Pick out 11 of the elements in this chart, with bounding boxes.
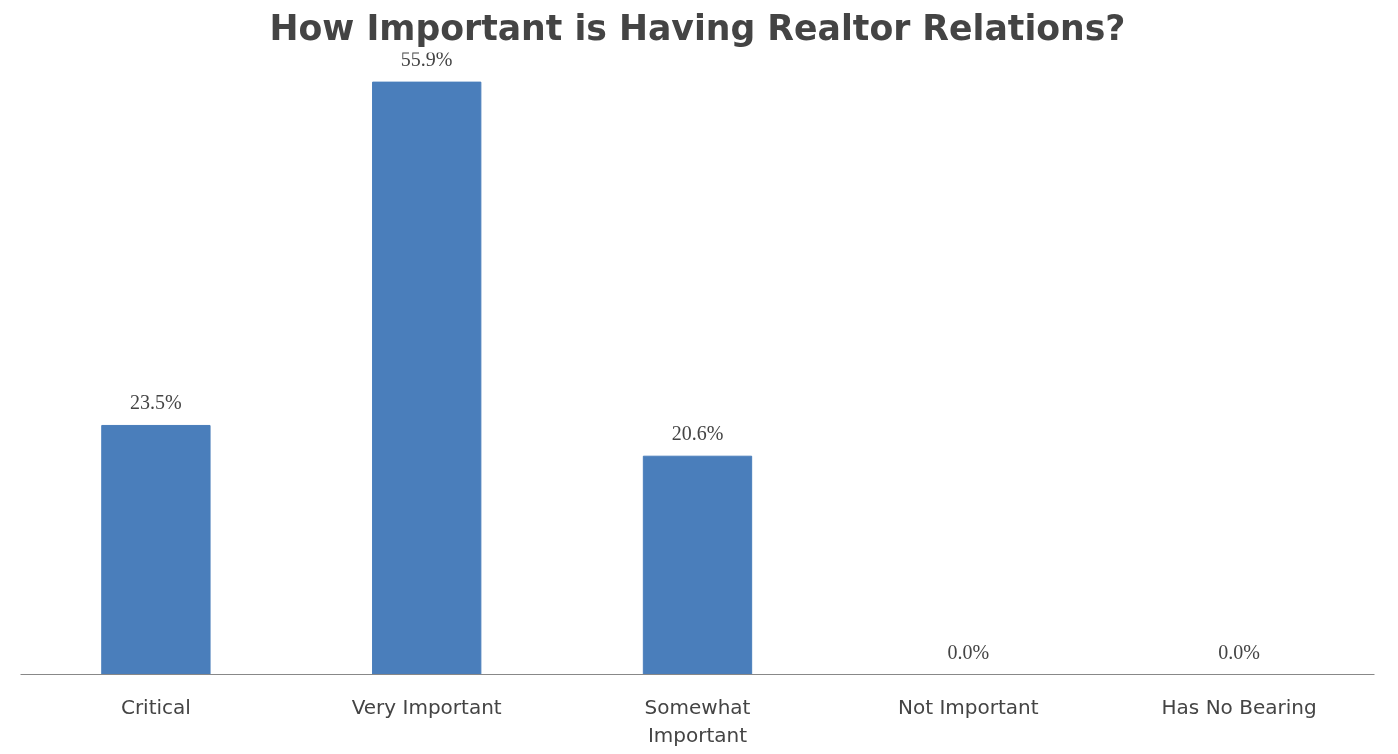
x-tick-label: Not Important (898, 694, 1039, 719)
data-label: 55.9% (400, 48, 453, 71)
chart-title: How Important is Having Realtor Relations? (269, 7, 1126, 48)
data-label: 20.6% (671, 422, 724, 445)
x-tick-label: Very Important (351, 694, 502, 719)
data-label: 0.0% (947, 640, 990, 663)
x-tick-label: Somewhat Important (644, 694, 751, 748)
x-tick-label: Has No Bearing (1161, 694, 1317, 719)
x-tick-label: Critical (120, 694, 191, 719)
data-label: 23.5% (130, 391, 182, 414)
data-label: 0.0% (1218, 640, 1260, 663)
